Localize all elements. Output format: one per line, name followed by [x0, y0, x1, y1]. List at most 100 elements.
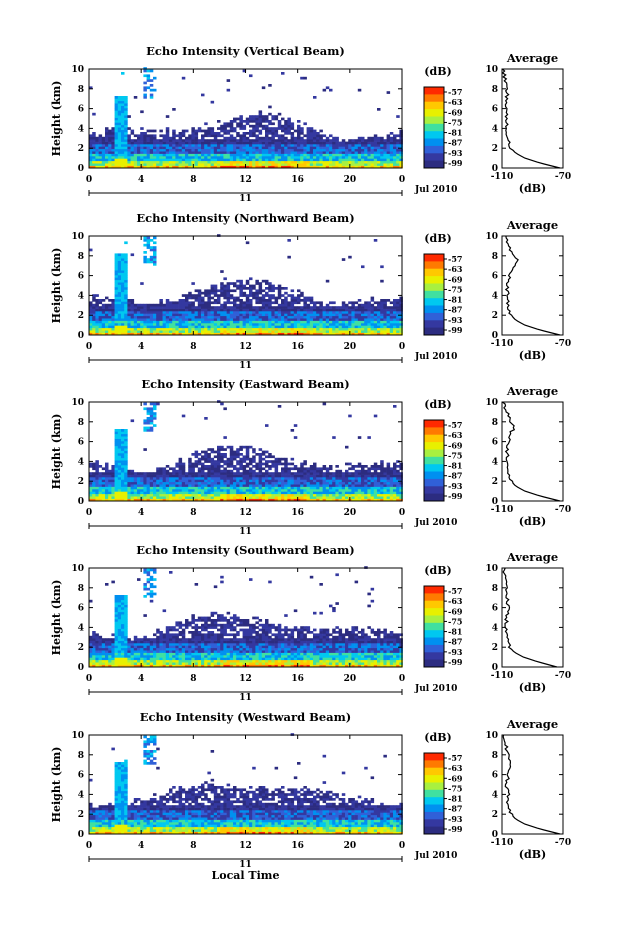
heatmap-cell — [373, 141, 378, 145]
heatmap-cell — [114, 481, 119, 485]
heatmap-cell — [146, 146, 151, 150]
heatmap-cell — [124, 100, 128, 104]
heatmap-cell — [287, 158, 291, 162]
heatmap-cell — [399, 498, 403, 502]
heatmap-cell — [393, 472, 397, 475]
heatmap-cell — [290, 325, 295, 329]
heatmap-cell — [153, 246, 157, 249]
heatmap-cell — [127, 141, 131, 145]
heatmap-cell — [117, 277, 122, 281]
heatmap-cell — [213, 294, 218, 297]
heatmap-cell — [124, 260, 128, 264]
heatmap-cell — [377, 489, 381, 492]
heatmap-cell — [380, 320, 384, 324]
heatmap-cell — [252, 484, 256, 487]
heatmap-cell — [271, 462, 275, 466]
heatmap-cell — [293, 472, 298, 475]
heatmap-cell — [162, 330, 167, 333]
heatmap-cell — [252, 325, 256, 329]
heatmap-cell — [223, 306, 227, 309]
heatmap-cell — [361, 308, 365, 312]
heatmap-cell — [213, 144, 218, 147]
heatmap-cell — [357, 323, 362, 326]
heatmap-cell — [335, 327, 339, 331]
heatmap-cell — [140, 318, 144, 321]
heatmap-cell — [204, 289, 208, 293]
heatmap-cell — [201, 467, 205, 471]
heatmap-cell — [156, 332, 160, 336]
heatmap-cell — [297, 311, 301, 314]
heatmap-cell — [290, 299, 295, 302]
heatmap-cell — [239, 479, 243, 483]
heatmap-cell — [348, 158, 352, 162]
heatmap-cell — [377, 165, 381, 169]
heatmap-cell — [175, 146, 179, 150]
heatmap-cell — [92, 474, 96, 478]
heatmap-cell — [101, 156, 106, 159]
heatmap-cell — [175, 484, 179, 487]
heatmap-cell — [361, 151, 365, 154]
heatmap-cell — [309, 486, 314, 490]
heatmap-cell — [108, 308, 112, 312]
heatmap-cell — [354, 481, 359, 485]
heatmap-cell — [261, 453, 266, 456]
heatmap-cell — [309, 491, 314, 495]
heatmap-cell — [268, 156, 272, 159]
heatmap-cell — [268, 282, 272, 285]
heatmap-cell — [133, 318, 138, 321]
heatmap-cell — [117, 489, 122, 492]
heatmap-cell — [117, 431, 122, 435]
heatmap-cell — [114, 491, 119, 495]
heatmap-cell — [357, 491, 362, 495]
heatmap-cell — [185, 163, 189, 166]
heatmap-cell — [277, 481, 282, 485]
heatmap-cell — [297, 481, 301, 485]
heatmap-cell — [284, 146, 288, 150]
heatmap-cell — [89, 248, 93, 252]
heatmap-cell — [271, 301, 275, 305]
heatmap-cell — [172, 129, 176, 133]
heatmap-cell — [255, 301, 259, 305]
heatmap-cell — [367, 163, 371, 166]
heatmap-cell — [169, 306, 173, 309]
heatmap-cell — [165, 148, 170, 152]
heatmap-cell — [185, 303, 189, 307]
heatmap-cell — [156, 402, 160, 406]
heatmap-cell — [220, 453, 224, 456]
heatmap-cell — [386, 484, 391, 487]
heatmap-cell — [169, 313, 173, 317]
heatmap-cell — [271, 327, 275, 331]
heatmap-cell — [364, 489, 368, 492]
heatmap-cell — [159, 320, 163, 324]
heatmap-cell — [140, 323, 144, 326]
heatmap-cell — [188, 144, 192, 147]
heatmap-cell — [281, 484, 285, 487]
heatmap-cell — [181, 469, 186, 473]
heatmap-cell — [172, 491, 176, 495]
heatmap-cell — [252, 469, 256, 473]
heatmap-cell — [130, 493, 135, 497]
heatmap-cell — [101, 484, 106, 487]
heatmap-cell — [255, 498, 259, 502]
heatmap-cell — [287, 323, 291, 326]
heatmap-cell — [114, 327, 119, 331]
heatmap-cell — [178, 144, 183, 147]
heatmap-cell — [249, 151, 253, 154]
heatmap-cell — [175, 306, 179, 309]
heatmap-cell — [306, 315, 311, 319]
heatmap-cell — [309, 153, 314, 157]
heatmap-cell — [165, 493, 170, 497]
heatmap-cell — [114, 279, 119, 283]
heatmap-cell — [255, 299, 259, 302]
heatmap-cell — [127, 303, 131, 307]
heatmap-cell — [284, 151, 288, 154]
heatmap-cell — [287, 165, 291, 169]
heatmap-cell — [133, 491, 138, 495]
heatmap-cell — [325, 498, 330, 502]
heatmap-cell — [271, 144, 275, 147]
heatmap-cell — [213, 287, 218, 290]
heatmap-cell — [261, 160, 266, 164]
heatmap-cell — [354, 491, 359, 495]
heatmap-cell — [197, 306, 202, 309]
heatmap-cell — [249, 474, 253, 478]
